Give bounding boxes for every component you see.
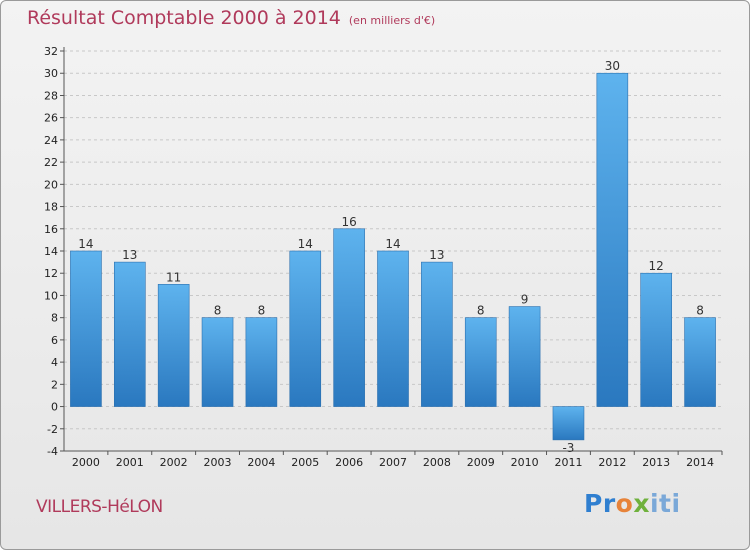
bar <box>421 261 453 407</box>
y-tick-label: 6 <box>51 334 58 347</box>
bar <box>640 272 673 407</box>
bar <box>70 250 102 407</box>
bar <box>464 317 497 407</box>
x-tick-label: 2006 <box>335 456 363 469</box>
bar <box>684 317 716 407</box>
y-tick-label: 0 <box>51 401 58 414</box>
y-tick-label: 32 <box>44 45 58 58</box>
logo-part-1: Pr <box>584 489 616 518</box>
x-tick-label: 2005 <box>291 456 319 469</box>
value-label: 14 <box>298 237 313 251</box>
x-tick-label: 2007 <box>379 456 407 469</box>
y-tick-label: 28 <box>44 89 58 102</box>
bar <box>201 317 234 407</box>
x-tick-label: 2002 <box>160 456 188 469</box>
value-label: 12 <box>649 259 664 273</box>
bar <box>552 406 585 441</box>
x-tick-label: 2001 <box>116 456 144 469</box>
x-tick-label: 2010 <box>511 456 539 469</box>
bar <box>333 228 365 407</box>
value-label: 9 <box>521 293 529 307</box>
y-tick-label: 18 <box>44 201 58 214</box>
value-label: 14 <box>78 237 93 251</box>
y-tick-label: 4 <box>51 356 58 369</box>
value-label: 13 <box>122 248 137 262</box>
bar <box>508 306 541 407</box>
bar <box>289 250 322 407</box>
chart-title: Résultat Comptable 2000 à 2014 (en millie… <box>27 7 435 29</box>
bar <box>596 72 629 407</box>
bar <box>114 261 146 407</box>
y-tick-label: 8 <box>51 312 58 325</box>
x-tick-label: 2011 <box>554 456 582 469</box>
value-label: 8 <box>214 304 222 318</box>
y-tick-label: 30 <box>44 67 58 80</box>
value-label: 8 <box>477 304 485 318</box>
y-tick-label: 22 <box>44 156 58 169</box>
y-tick-label: 2 <box>51 378 58 391</box>
y-tick-label: 12 <box>44 267 58 280</box>
x-tick-label: 2014 <box>686 456 714 469</box>
value-label: 13 <box>429 248 444 262</box>
value-label: 30 <box>605 59 620 73</box>
proxiti-logo: Proxiti <box>584 489 681 518</box>
y-tick-label: 10 <box>44 289 58 302</box>
title-unit: (en milliers d'€) <box>348 14 436 27</box>
x-tick-label: 2003 <box>204 456 232 469</box>
value-label: 11 <box>166 270 181 284</box>
bar <box>157 284 190 407</box>
y-tick-label: -4 <box>47 445 58 458</box>
x-tick-label: 2004 <box>247 456 275 469</box>
title-text: Résultat Comptable 2000 à 2014 <box>27 7 341 29</box>
x-tick-label: 2008 <box>423 456 451 469</box>
y-tick-label: 20 <box>44 178 58 191</box>
value-label: -3 <box>562 441 574 455</box>
bar <box>245 317 278 407</box>
value-label: 16 <box>341 215 356 229</box>
y-tick-label: -2 <box>47 423 58 436</box>
bar <box>377 250 409 407</box>
logo-part-3: x <box>633 489 650 518</box>
x-tick-label: 2009 <box>467 456 495 469</box>
x-tick-label: 2000 <box>72 456 100 469</box>
y-tick-label: 16 <box>44 223 58 236</box>
y-tick-label: 24 <box>44 134 58 147</box>
x-tick-label: 2013 <box>642 456 670 469</box>
y-tick-label: 26 <box>44 112 58 125</box>
place-name: VILLERS-HéLON <box>36 497 163 517</box>
value-label: 8 <box>258 304 266 318</box>
y-tick-label: 14 <box>44 245 58 258</box>
x-tick-label: 2012 <box>598 456 626 469</box>
logo-part-4: iti <box>649 489 681 518</box>
logo-part-2: o <box>615 489 634 518</box>
value-label: 8 <box>696 304 704 318</box>
value-label: 14 <box>385 237 400 251</box>
